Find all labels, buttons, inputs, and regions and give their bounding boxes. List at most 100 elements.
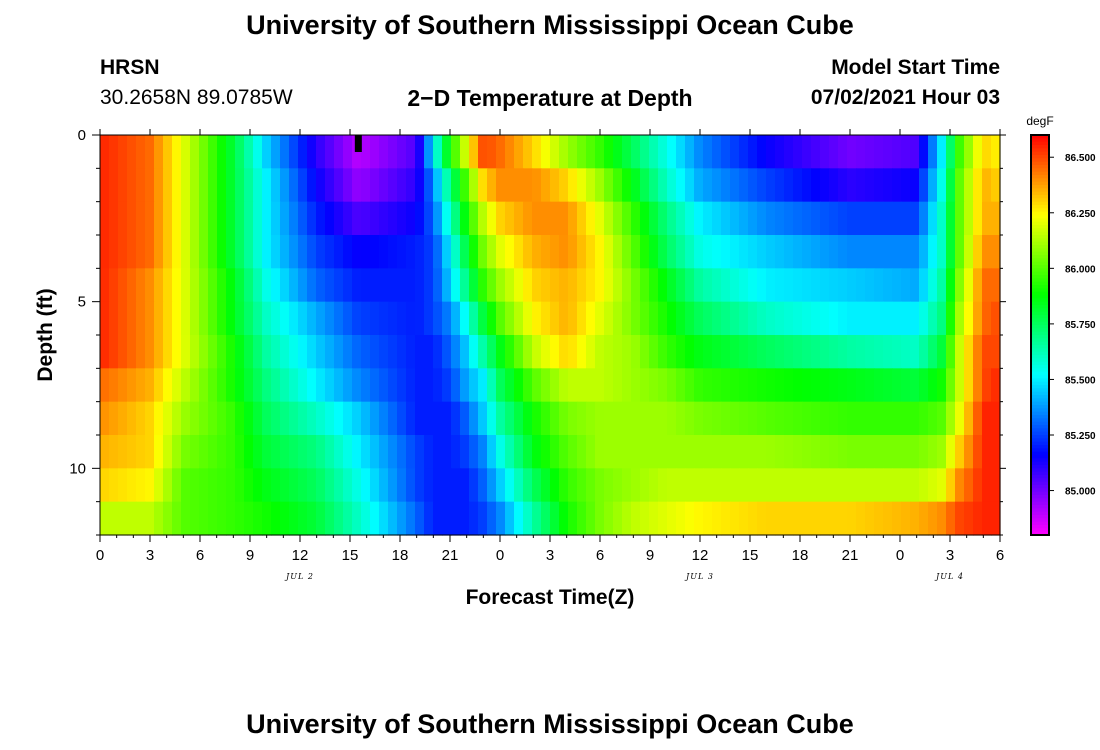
heatmap-cell	[325, 501, 335, 536]
heatmap-cell	[559, 301, 569, 336]
heatmap-cell	[460, 168, 470, 203]
heatmap-cell	[802, 368, 812, 403]
heatmap-cell	[901, 435, 911, 469]
heatmap-cell	[757, 235, 767, 269]
heatmap-cell	[550, 435, 560, 469]
colorbar-segment	[1031, 271, 1049, 276]
heatmap-cell	[865, 501, 875, 536]
heatmap-cell	[946, 401, 956, 436]
heatmap-cell	[577, 468, 587, 503]
heatmap-cell	[154, 468, 164, 503]
heatmap-cell	[109, 201, 119, 236]
heatmap-cell	[748, 435, 758, 469]
x-axis-label: Forecast Time(Z)	[466, 586, 635, 609]
heatmap-cell	[820, 435, 830, 469]
heatmap-cell	[208, 401, 218, 436]
heatmap-cell	[334, 335, 344, 369]
heatmap-cell	[874, 168, 884, 203]
colorbar-segment	[1031, 395, 1049, 399]
heatmap-cell	[730, 401, 740, 436]
heatmap-cell	[658, 435, 668, 469]
heatmap-cell	[298, 468, 308, 503]
heatmap-cell	[298, 301, 308, 336]
heatmap-cell	[145, 235, 155, 269]
heatmap-cell	[793, 501, 803, 536]
heatmap-cell	[109, 335, 119, 369]
heatmap-cell	[343, 501, 353, 536]
heatmap-cell	[595, 501, 605, 536]
heatmap-cell	[739, 501, 749, 536]
heatmap-cell	[721, 268, 731, 303]
heatmap-cell	[163, 501, 173, 536]
heatmap-cell	[847, 501, 857, 536]
heatmap-cell	[775, 168, 785, 203]
heatmap-cell	[442, 135, 452, 169]
heatmap-cell	[388, 201, 398, 236]
heatmap-cell	[658, 301, 668, 336]
heatmap-cell	[415, 468, 425, 503]
heatmap-cell	[217, 135, 227, 169]
colorbar-segment	[1031, 215, 1049, 219]
heatmap-cell	[163, 301, 173, 336]
heatmap-cell	[991, 435, 1001, 469]
heatmap-cell	[838, 201, 848, 236]
heatmap-cell	[514, 301, 524, 336]
heatmap-cell	[541, 301, 551, 336]
heatmap-cell	[919, 268, 929, 303]
heatmap-cell	[676, 268, 686, 303]
heatmap-cell	[694, 268, 704, 303]
heatmap-cell	[217, 235, 227, 269]
heatmap-cell	[523, 335, 533, 369]
heatmap-cell	[370, 235, 380, 269]
heatmap-cell	[280, 201, 290, 236]
heatmap-cell	[694, 401, 704, 436]
heatmap-cell	[649, 201, 659, 236]
heatmap-cell	[262, 268, 272, 303]
heatmap-cell	[397, 435, 407, 469]
colorbar-segment	[1031, 228, 1049, 233]
heatmap-cell	[703, 168, 713, 203]
heatmap-cell	[811, 235, 821, 269]
heatmap-cell	[982, 368, 992, 403]
colorbar-segment	[1031, 261, 1049, 266]
heatmap-cell	[307, 468, 317, 503]
heatmap-cell	[190, 268, 200, 303]
colorbar-segment	[1031, 505, 1049, 509]
heatmap-cell	[433, 368, 443, 403]
heatmap-cell	[919, 368, 929, 403]
colorbar-tick-label: 85.000	[1065, 487, 1096, 498]
heatmap-cell	[316, 368, 326, 403]
heatmap-cell	[406, 201, 416, 236]
heatmap-cell	[667, 135, 677, 169]
heatmap-cell	[361, 301, 371, 336]
model-start-label: Model Start Time	[831, 56, 1000, 79]
x-tick-label: 6	[196, 547, 204, 564]
heatmap-cell	[955, 468, 965, 503]
heatmap-cell	[640, 168, 650, 203]
heatmap-cell	[208, 335, 218, 369]
heatmap-cell	[649, 468, 659, 503]
heatmap-cell	[955, 501, 965, 536]
heatmap-cell	[541, 501, 551, 536]
heatmap-cell	[856, 501, 866, 536]
heatmap-cell	[451, 368, 461, 403]
heatmap-cell	[919, 201, 929, 236]
heatmap-cell	[487, 168, 497, 203]
heatmap-cell	[586, 135, 596, 169]
heatmap-cell	[532, 168, 542, 203]
heatmap-cell	[262, 168, 272, 203]
heatmap-cell	[595, 268, 605, 303]
heatmap-cell	[703, 301, 713, 336]
colorbar-segment	[1031, 221, 1049, 226]
heatmap-cell	[244, 268, 254, 303]
heatmap-cell	[325, 235, 335, 269]
heatmap-cell	[568, 335, 578, 369]
heatmap-cell	[343, 135, 353, 169]
heatmap-cell	[640, 401, 650, 436]
heatmap-cell	[649, 301, 659, 336]
heatmap-cell	[577, 335, 587, 369]
heatmap-cell	[415, 235, 425, 269]
heatmap-cell	[145, 501, 155, 536]
heatmap-cell	[280, 268, 290, 303]
heatmap-cell	[658, 468, 668, 503]
